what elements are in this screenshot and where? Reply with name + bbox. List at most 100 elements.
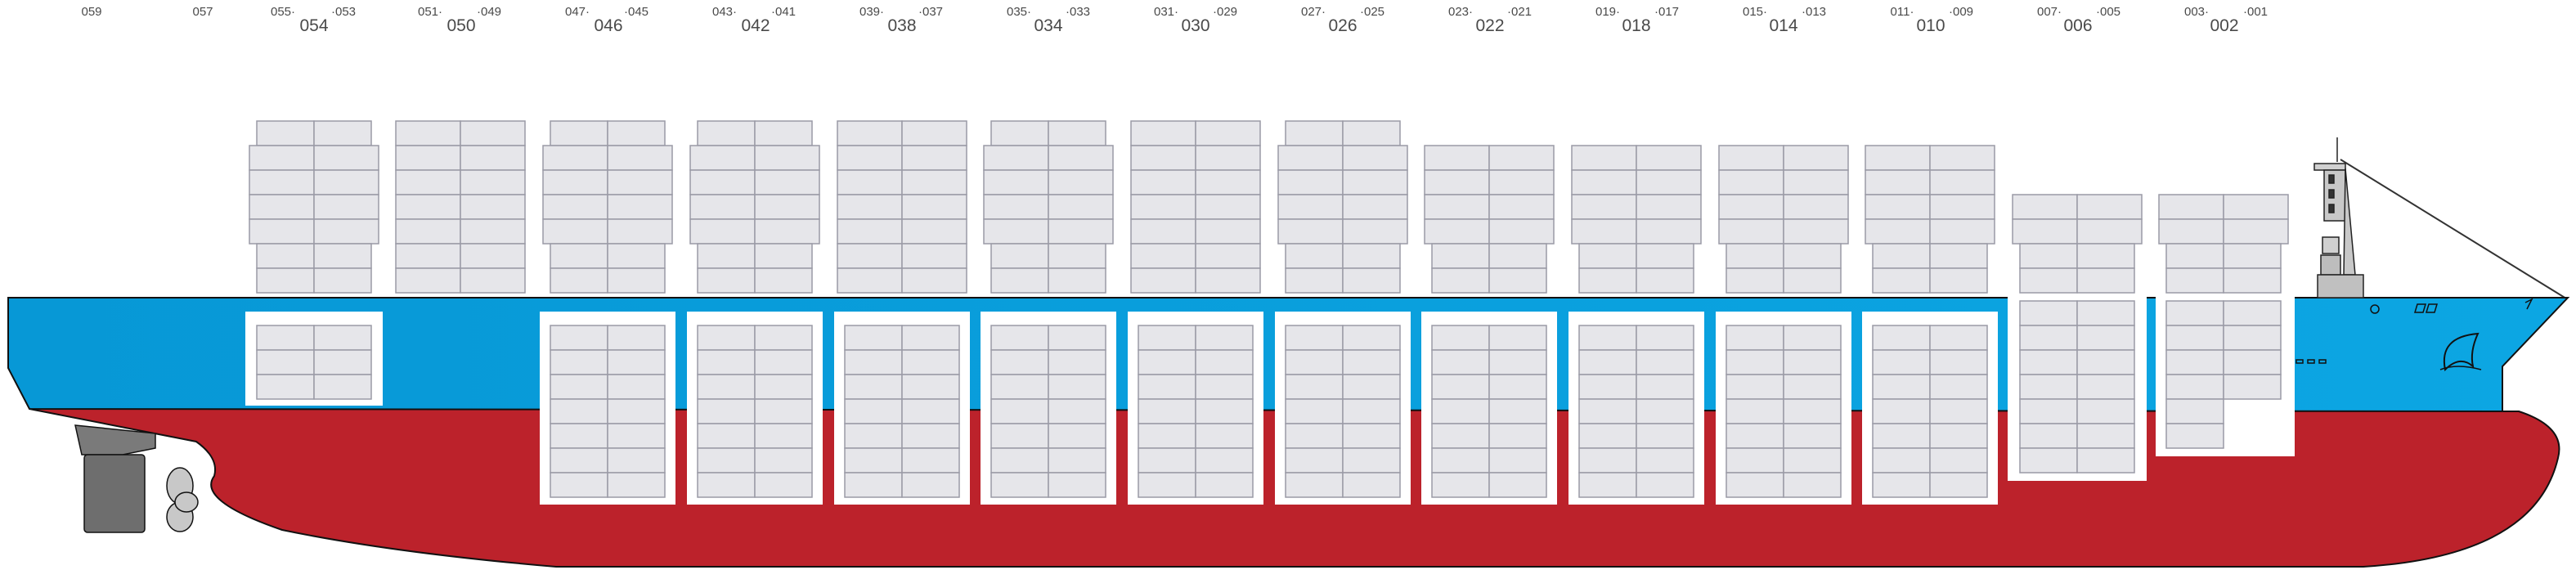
- container: [990, 243, 1049, 269]
- bay-label-even: 042: [741, 16, 770, 35]
- bay-label-odd: ·029: [1213, 5, 1237, 19]
- container: [689, 218, 756, 245]
- bay-038-deck-lower: [837, 243, 967, 294]
- container: [1488, 194, 1555, 220]
- container: [837, 218, 903, 245]
- container: [1130, 194, 1196, 220]
- bay-002-hold-left: [2165, 398, 2224, 449]
- container: [844, 472, 903, 498]
- bay-026-deck-top: [1285, 120, 1401, 146]
- container: [1726, 325, 1784, 351]
- container: [2165, 243, 2224, 269]
- container: [550, 374, 608, 400]
- container: [1636, 398, 1694, 424]
- container: [1138, 447, 1196, 474]
- container: [1138, 325, 1196, 351]
- container: [1929, 243, 1988, 269]
- bay-label-odd: ·053: [331, 5, 356, 19]
- container: [607, 472, 666, 498]
- bay-002-deck-main: [2158, 194, 2289, 245]
- container: [2012, 218, 2078, 245]
- container: [607, 423, 666, 449]
- container: [1726, 398, 1784, 424]
- container: [1048, 267, 1106, 294]
- container: [754, 145, 820, 171]
- container: [395, 169, 461, 195]
- bay-030-deck-main: [1130, 145, 1261, 245]
- container: [1872, 243, 1931, 269]
- container: [1048, 398, 1106, 424]
- container: [1048, 349, 1106, 375]
- container: [754, 325, 813, 351]
- container: [460, 267, 526, 294]
- bay-label-odd: ·005: [2096, 5, 2120, 19]
- container: [1783, 267, 1842, 294]
- container: [460, 194, 526, 220]
- container: [1195, 120, 1261, 146]
- container: [901, 447, 960, 474]
- container: [550, 243, 608, 269]
- container: [990, 349, 1049, 375]
- hold-8: [1726, 325, 1842, 498]
- container: [901, 169, 967, 195]
- container: [313, 194, 379, 220]
- container: [1048, 169, 1114, 195]
- container: [256, 267, 315, 294]
- container: [1929, 447, 1988, 474]
- bay-label-even: 026: [1328, 16, 1357, 35]
- container: [313, 218, 379, 245]
- container: [313, 169, 379, 195]
- container: [249, 169, 315, 195]
- container: [2076, 243, 2135, 269]
- container: [1285, 267, 1344, 294]
- container: [1285, 423, 1344, 449]
- container: [1048, 120, 1106, 146]
- container: [1726, 243, 1784, 269]
- container: [754, 169, 820, 195]
- container: [256, 374, 315, 400]
- container: [1783, 218, 1849, 245]
- container: [1488, 145, 1555, 171]
- container: [2158, 218, 2224, 245]
- bay-054-hold: [256, 325, 372, 400]
- container: [1571, 169, 1637, 195]
- container: [2076, 218, 2143, 245]
- bay-002-hold-right: [2165, 300, 2282, 400]
- bay-014-deck-lower: [1726, 243, 1842, 294]
- container: [1342, 145, 1408, 171]
- container: [1578, 325, 1637, 351]
- container: [2165, 300, 2224, 326]
- container: [1285, 120, 1344, 146]
- container: [2158, 194, 2224, 220]
- container: [1578, 423, 1637, 449]
- container: [1718, 145, 1784, 171]
- container: [689, 169, 756, 195]
- container: [901, 243, 967, 269]
- container: [1195, 218, 1261, 245]
- container: [983, 145, 1049, 171]
- container: [1195, 398, 1254, 424]
- container: [1048, 194, 1114, 220]
- bay-label-odd: ·025: [1360, 5, 1384, 19]
- bay-label-odd: 059: [81, 5, 101, 19]
- container: [1872, 472, 1931, 498]
- container: [1488, 267, 1547, 294]
- container: [697, 447, 756, 474]
- container: [460, 120, 526, 146]
- container: [550, 267, 608, 294]
- container: [2223, 325, 2282, 351]
- bay-018-deck-main: [1571, 145, 1702, 245]
- container: [1726, 349, 1784, 375]
- bay-038-deck-main: [837, 145, 967, 245]
- bay-label-odd: 055·: [271, 5, 295, 19]
- container: [313, 374, 372, 400]
- container: [1195, 472, 1254, 498]
- bay-046-deck-main: [542, 145, 673, 245]
- container: [1195, 374, 1254, 400]
- container: [1783, 145, 1849, 171]
- bay-034-deck-main: [983, 145, 1114, 245]
- container: [1342, 398, 1401, 424]
- container: [542, 145, 608, 171]
- container: [1872, 349, 1931, 375]
- container: [1130, 145, 1196, 171]
